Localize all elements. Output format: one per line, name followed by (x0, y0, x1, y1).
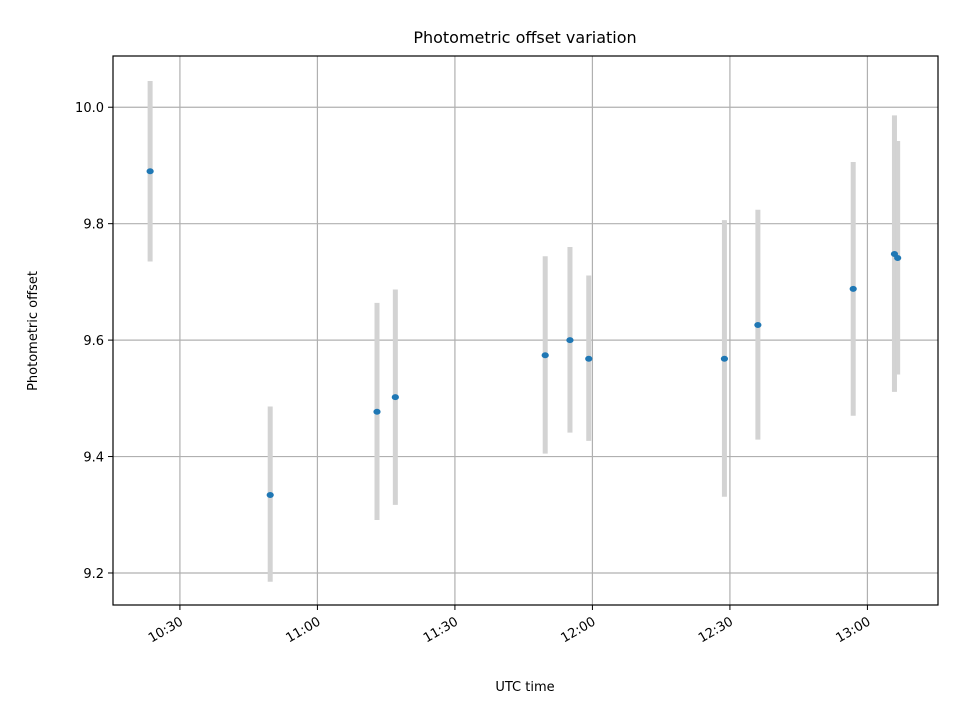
data-point (849, 285, 857, 292)
x-tick-label: 11:30 (421, 614, 461, 646)
grid-layer (113, 56, 938, 605)
data-point (566, 337, 574, 344)
data-point (146, 168, 154, 175)
x-tick-label: 13:00 (833, 614, 873, 646)
x-tick-label: 11:00 (283, 614, 323, 646)
errorbar-layer (147, 81, 901, 582)
point-layer (146, 168, 902, 498)
data-point (585, 355, 593, 362)
y-tick-label: 9.4 (83, 451, 104, 466)
plot-frame (112, 55, 939, 606)
data-point (373, 408, 381, 415)
data-point (720, 355, 729, 362)
data-point (391, 394, 399, 401)
x-axis-label: UTC time (495, 680, 554, 695)
y-tick-label: 9.6 (83, 334, 104, 349)
y-tick-label: 10.0 (75, 101, 104, 116)
x-tick-label: 12:00 (558, 614, 598, 646)
data-point (754, 321, 762, 328)
y-tick-label: 9.8 (83, 218, 104, 233)
y-tick-label: 9.2 (83, 567, 104, 582)
data-point (541, 352, 549, 359)
data-point (266, 491, 274, 498)
tick-layer: 10:30 11:00 11:30 12:00 12:30 13:00 9.2 9.4 9.6 9… (75, 101, 873, 646)
y-axis-label: Photometric offset (26, 271, 41, 391)
x-tick-label: 10:30 (146, 614, 186, 646)
x-tick-label: 12:30 (696, 614, 736, 646)
data-point (894, 255, 902, 262)
chart-title: Photometric offset variation (413, 28, 636, 47)
